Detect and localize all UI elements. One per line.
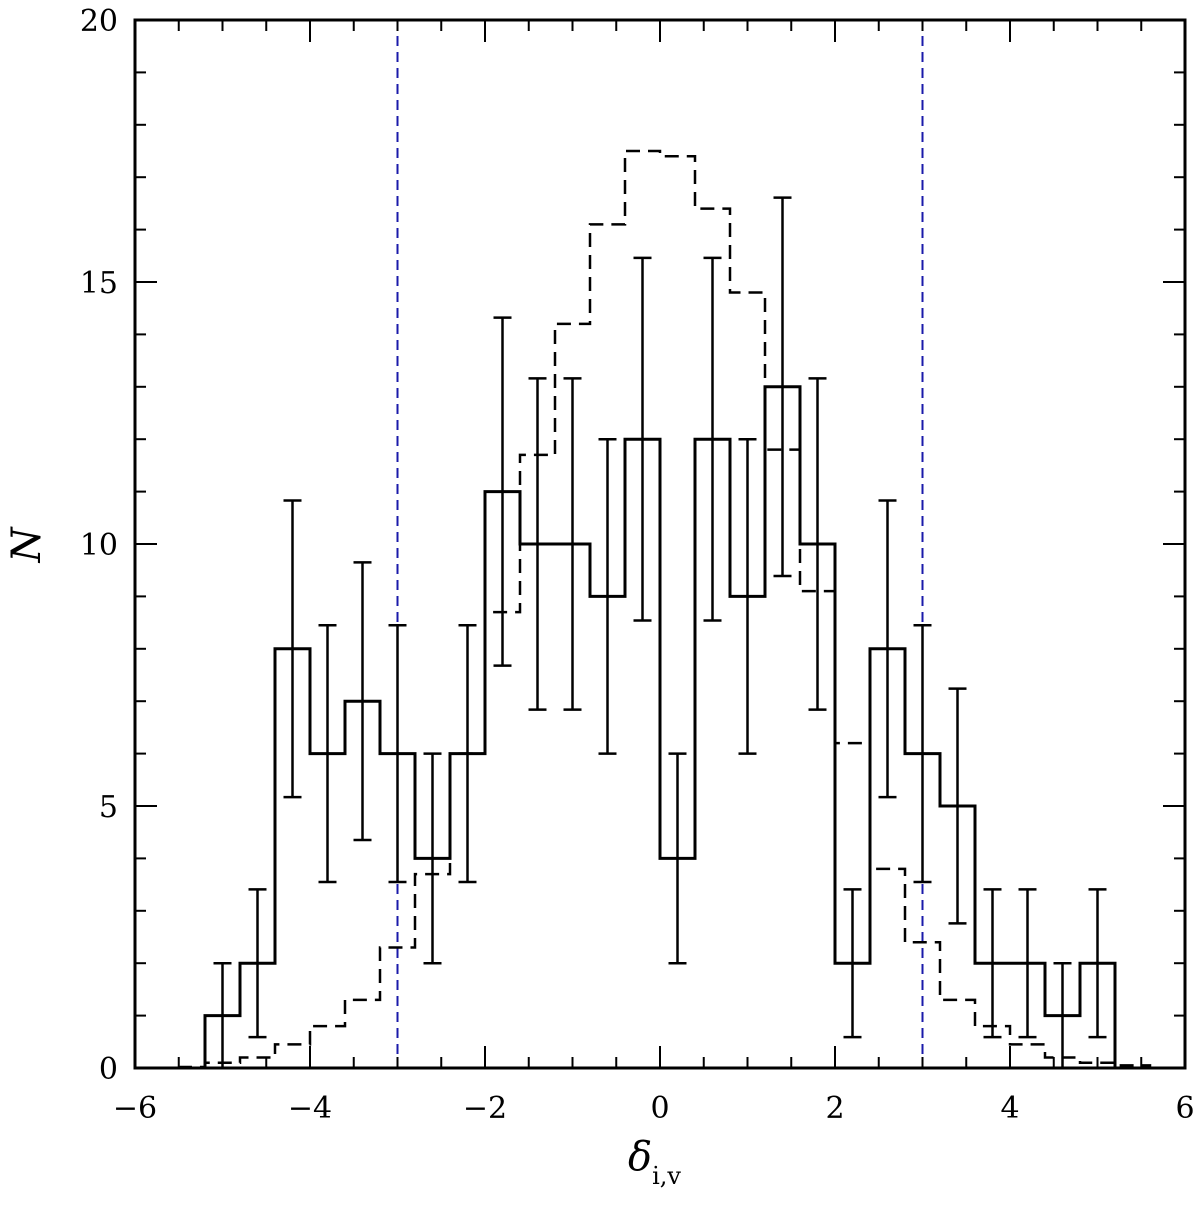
- error-bar: [738, 437, 757, 755]
- y-tick-label: 15: [80, 266, 118, 301]
- error-bar: [633, 256, 652, 622]
- x-axis-subscript: i,v: [652, 1162, 681, 1190]
- x-axis-symbol: δ: [628, 1134, 652, 1180]
- x-tick-label: −4: [288, 1091, 332, 1126]
- error-bar: [528, 377, 547, 711]
- x-tick-label: 6: [1175, 1091, 1194, 1126]
- error-bar: [878, 499, 897, 799]
- error-bar: [423, 752, 442, 965]
- error-bar: [808, 377, 827, 711]
- y-tick-labels: 0 5 10 15 20: [80, 4, 118, 1087]
- x-tick-labels: −6 −4 −2 0 2 4 6: [113, 1091, 1195, 1126]
- y-axis-title: N: [4, 526, 50, 564]
- error-bar: [983, 888, 1002, 1039]
- error-bar: [563, 377, 582, 711]
- reference-lines: [396, 20, 924, 1068]
- axis-ticks: [134, 19, 1186, 1069]
- error-bar: [493, 316, 512, 667]
- error-bar: [283, 499, 302, 799]
- solid-histogram: [203, 385, 1117, 1068]
- y-tick-label: 10: [80, 528, 118, 563]
- error-bar: [913, 623, 932, 884]
- error-bar: [948, 687, 967, 925]
- error-bar: [388, 623, 407, 884]
- error-bar: [248, 888, 267, 1039]
- error-bar: [703, 256, 722, 622]
- x-tick-label: 2: [825, 1091, 844, 1126]
- error-bar: [318, 623, 337, 884]
- dashed-histogram-line: [135, 149, 1185, 1070]
- solid-histogram-line: [203, 385, 1117, 1068]
- y-tick-label: 20: [80, 4, 118, 39]
- error-bar: [773, 196, 792, 578]
- error-bar: [598, 437, 617, 755]
- x-tick-label: −6: [113, 1091, 157, 1126]
- error-bar: [843, 888, 862, 1039]
- error-bar: [353, 561, 372, 842]
- y-tick-label: 0: [99, 1052, 118, 1087]
- x-tick-label: 0: [650, 1091, 669, 1126]
- error-bars: [213, 196, 1107, 1070]
- error-bar: [668, 752, 687, 965]
- error-bar: [1018, 888, 1037, 1039]
- error-bar: [1088, 888, 1107, 1039]
- error-bar: [458, 623, 477, 884]
- dashed-histogram: [135, 149, 1185, 1070]
- y-tick-label: 5: [99, 790, 118, 825]
- x-tick-label: −2: [463, 1091, 507, 1126]
- x-tick-label: 4: [1000, 1091, 1019, 1126]
- x-axis-title: δi,v: [628, 1134, 681, 1190]
